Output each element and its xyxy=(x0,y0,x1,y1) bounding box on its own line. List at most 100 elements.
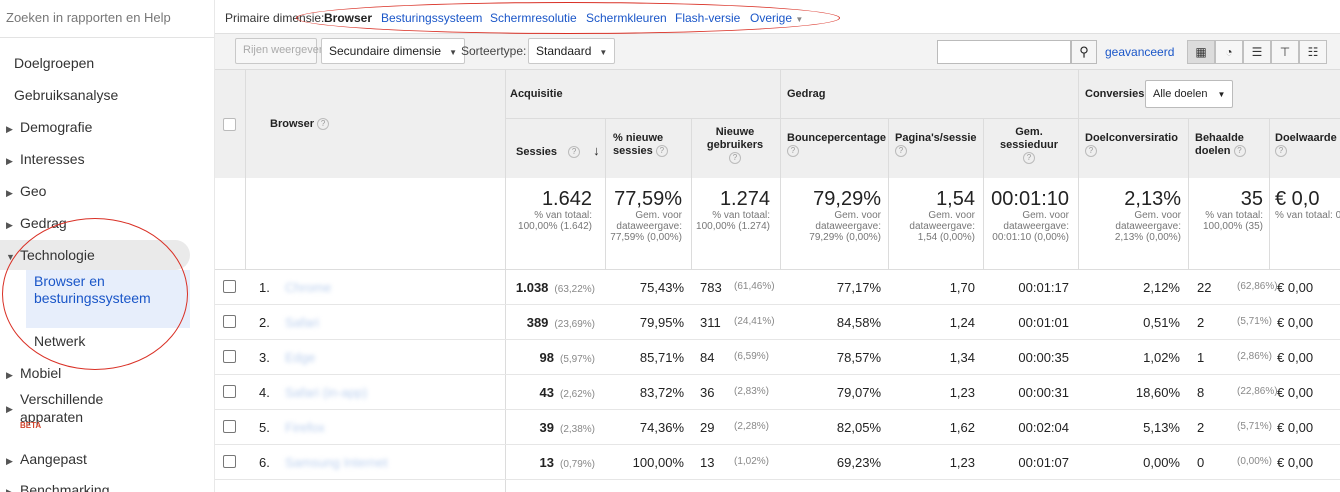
cell-value: 18,60% xyxy=(1135,385,1180,400)
cell-value: 00:00:35 xyxy=(1018,350,1069,365)
cell-value: 98 xyxy=(539,350,554,365)
dimension-overige[interactable]: Overige ▼ xyxy=(750,11,803,25)
row-checkbox[interactable] xyxy=(223,350,236,363)
dimension-flash-versie[interactable]: Flash-versie xyxy=(675,11,741,25)
cell-dur: 00:00:31 xyxy=(987,385,1069,400)
sidebar-item-netwerk[interactable]: Netwerk xyxy=(34,333,85,349)
group-header-conversies: Conversies xyxy=(1085,88,1145,100)
dimension-schermkleuren[interactable]: Schermkleuren xyxy=(586,11,667,25)
performance-view-icon[interactable]: ☰ xyxy=(1243,40,1271,64)
help-icon[interactable]: ? xyxy=(317,118,330,131)
cell-value: 311 xyxy=(700,315,721,330)
table-view-icon[interactable]: ▦ xyxy=(1187,40,1215,64)
total-new-sessions-pct: 77,59% Gem. voor dataweergave: 77,59% (0,… xyxy=(608,188,682,243)
column-header-goal-value[interactable]: Doelwaarde? xyxy=(1275,132,1340,158)
cell-percentage: (61,46%) xyxy=(734,281,775,292)
cell-value: 2 xyxy=(1197,420,1205,435)
row-index: 3. xyxy=(259,350,270,365)
secondary-dimension-select[interactable]: Secundaire dimensie ▼ xyxy=(321,38,465,64)
cell-value: 2 xyxy=(1197,315,1205,330)
column-header-avg-session-duration[interactable]: Gem. sessieduur? xyxy=(988,126,1070,165)
sidebar-item-gedrag[interactable]: ▶ Gedrag xyxy=(6,215,67,231)
cell-newp: 83,72% xyxy=(610,385,684,400)
help-icon[interactable]: ? xyxy=(895,145,907,158)
sort-type-select[interactable]: Standaard ▼ xyxy=(528,38,616,64)
help-icon[interactable]: ? xyxy=(568,146,581,159)
sort-descending-icon[interactable]: ↓ xyxy=(593,143,600,158)
column-header-label: Pagina's/sessie xyxy=(895,132,977,144)
help-icon[interactable]: ? xyxy=(655,145,668,158)
row-checkbox[interactable] xyxy=(223,385,236,398)
sidebar-item-label: Browser en besturingssysteem xyxy=(34,273,151,306)
help-icon[interactable]: ? xyxy=(1275,145,1287,158)
sidebar-item-technologie[interactable]: ▼ Technologie xyxy=(6,247,95,263)
cell-nu: 84 (6,59%) xyxy=(700,350,772,365)
pie-view-icon[interactable]: ◔ xyxy=(1215,40,1243,64)
primary-dimension-label: Primaire dimensie: xyxy=(225,11,325,25)
browser-link[interactable]: Firefox xyxy=(285,420,325,435)
column-header-browser[interactable]: Browser ? xyxy=(270,118,330,131)
sort-type-label: Sorteertype: xyxy=(461,44,527,58)
cell-cr: 1,02% xyxy=(1085,350,1180,365)
column-header-new-users[interactable]: Nieuwe gebruikers? xyxy=(695,126,775,165)
cell-val: € 0,00 xyxy=(1277,385,1337,400)
help-icon[interactable]: ? xyxy=(1023,152,1035,165)
column-header-bounce-rate[interactable]: Bouncepercentage? xyxy=(787,132,887,158)
browser-link[interactable]: Edge xyxy=(285,350,316,365)
cell-value: 00:01:01 xyxy=(1018,315,1069,330)
cell-cr: 5,13% xyxy=(1085,420,1180,435)
browser-link[interactable]: Samsung Internet xyxy=(285,455,388,470)
column-header-new-sessions-pct[interactable]: % nieuwe sessies ? xyxy=(613,132,683,158)
cell-value: 00:01:17 xyxy=(1018,280,1069,295)
cell-value: 0,00% xyxy=(1143,455,1180,470)
dimension-schermresolutie[interactable]: Schermresolutie xyxy=(490,11,577,25)
comparison-view-icon[interactable]: ⊤ xyxy=(1271,40,1299,64)
cell-dur: 00:01:17 xyxy=(987,280,1069,295)
help-icon[interactable]: ? xyxy=(729,152,741,165)
browser-link[interactable]: Safari (in-app) xyxy=(285,385,368,400)
column-header-conversion-rate[interactable]: Doelconversiratio? xyxy=(1085,132,1185,158)
browser-link[interactable]: Chrome xyxy=(285,280,332,295)
row-checkbox[interactable] xyxy=(223,420,236,433)
cell-percentage: (6,59%) xyxy=(734,351,770,362)
row-checkbox[interactable] xyxy=(223,455,236,468)
cell-percentage: (5,71%) xyxy=(1237,421,1273,432)
row-checkbox[interactable] xyxy=(223,280,236,293)
cell-value: 82,05% xyxy=(836,420,881,435)
pivot-view-icon[interactable]: ☷ xyxy=(1299,40,1327,64)
column-header-pages-per-session[interactable]: Pagina's/sessie? xyxy=(895,132,980,158)
sidebar-item-label: Netwerk xyxy=(34,333,86,349)
table-search-input[interactable] xyxy=(937,40,1071,64)
sidebar-item-interesses[interactable]: ▶ Interesses xyxy=(6,151,85,167)
dimension-browser[interactable]: Browser xyxy=(324,11,373,25)
sidebar-item-verschillende-apparaten[interactable]: ▶ Verschillende apparaten xyxy=(6,390,136,426)
select-all-checkbox[interactable] xyxy=(223,118,236,131)
search-icon[interactable]: ⚲ xyxy=(1071,40,1097,64)
column-header-sessies[interactable]: Sessies ? ↓ xyxy=(516,144,600,159)
advanced-filter-link[interactable]: geavanceerd xyxy=(1105,45,1175,59)
sidebar-item-demografie[interactable]: ▶ Demografie xyxy=(6,119,92,135)
help-icon[interactable]: ? xyxy=(1233,145,1246,158)
cell-percentage: (62,86%) xyxy=(1237,281,1278,292)
totals-row xyxy=(215,178,1340,270)
sidebar-item-geo[interactable]: ▶ Geo xyxy=(6,183,46,199)
column-header-goal-completions[interactable]: Behaalde doelen ? xyxy=(1195,132,1267,158)
sidebar-item-mobiel[interactable]: ▶ Mobiel xyxy=(6,365,61,381)
sidebar-search-input[interactable]: Zoeken in rapporten en Help xyxy=(0,0,214,38)
sidebar-item-doelgroepen[interactable]: Doelgroepen xyxy=(14,55,94,71)
sidebar-item-aangepast[interactable]: ▶ Aangepast xyxy=(6,451,87,467)
show-rows-button[interactable]: Rijen weergeven xyxy=(235,38,325,64)
row-checkbox[interactable] xyxy=(223,315,236,328)
help-icon[interactable]: ? xyxy=(1085,145,1097,158)
column-header-label: % nieuwe sessies xyxy=(613,132,664,157)
browser-link[interactable]: Safari xyxy=(285,315,319,330)
sidebar-item-gebruiksanalyse[interactable]: Gebruiksanalyse xyxy=(14,87,118,103)
sidebar-item-browser-os[interactable]: Browser en besturingssysteem xyxy=(26,270,190,328)
help-icon[interactable]: ? xyxy=(787,145,799,158)
dimension-besturingssysteem[interactable]: Besturingssysteem xyxy=(381,11,483,25)
cell-sess: 1.038 (63,22%) xyxy=(510,280,595,295)
sidebar-item-benchmarking[interactable]: ▶ Benchmarking xyxy=(6,482,110,492)
cell-value: 78,57% xyxy=(836,350,881,365)
goals-select[interactable]: Alle doelen ▼ xyxy=(1145,80,1234,108)
cell-value: 00:01:07 xyxy=(1018,455,1069,470)
